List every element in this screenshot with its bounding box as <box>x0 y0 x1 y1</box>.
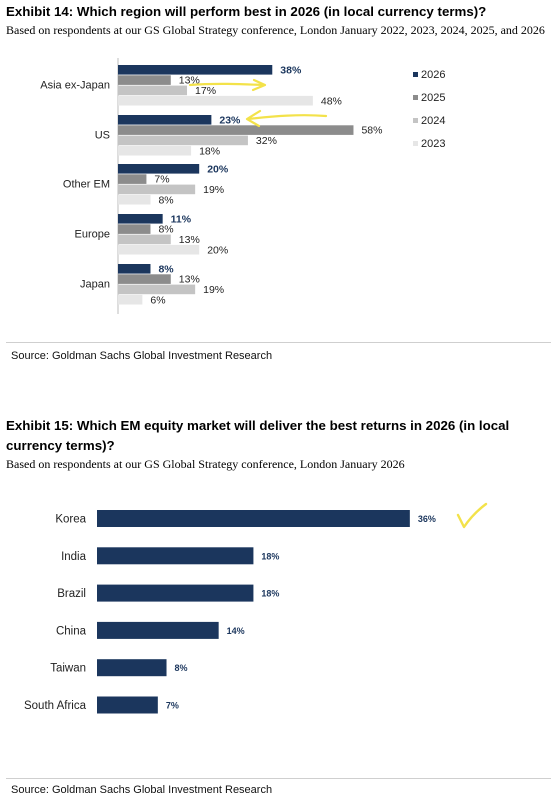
legend-label-2023: 2023 <box>421 138 445 150</box>
bar-2026-us <box>118 115 212 125</box>
category-label-india: India <box>61 551 87 563</box>
yellow-arrow-us <box>246 114 328 121</box>
category-label-other-em: Other EM <box>63 179 110 191</box>
legend-swatch-2023 <box>413 141 418 146</box>
yellow-arrow-asia-ex-japan-head <box>251 78 267 92</box>
bar-2023-us <box>118 145 192 156</box>
bar-brazil <box>97 584 254 602</box>
bar-2025-us <box>118 125 354 135</box>
bar-2026-europe <box>118 214 163 224</box>
bar-2026-other-em <box>118 164 200 174</box>
category-label-korea: Korea <box>55 514 86 526</box>
data-label-2026-asia-ex-japan: 38% <box>280 64 302 76</box>
legend-label-2026: 2026 <box>421 69 445 81</box>
legend-label-2024: 2024 <box>421 115 445 127</box>
category-label-asia-ex-japan: Asia ex-Japan <box>40 80 110 92</box>
em-market-chart: Korea 36% India 18% Brazil 18% China 14% Taiwan 8… <box>24 502 488 714</box>
category-label-south-africa: South Africa <box>24 700 87 712</box>
yellow-arrow-asia-ex-japan <box>188 82 265 87</box>
bar-korea <box>97 510 410 527</box>
data-label-brazil: 18% <box>261 589 279 599</box>
legend-label-2025: 2025 <box>421 92 445 104</box>
bar-2025-asia-ex-japan <box>118 75 171 85</box>
legend-swatch-2024 <box>413 118 418 123</box>
bar-2024-asia-ex-japan <box>118 85 188 96</box>
yellow-checkmark-korea <box>456 502 488 529</box>
data-label-2025-europe: 8% <box>158 224 173 236</box>
data-label-2023-japan: 6% <box>150 294 165 306</box>
data-label-india: 18% <box>261 551 279 561</box>
data-label-2025-other-em: 7% <box>154 174 169 186</box>
category-label-us: US <box>95 130 110 142</box>
data-label-2023-other-em: 8% <box>158 194 173 206</box>
exhibit14-title: Exhibit 14: Which region will perform be… <box>6 4 487 19</box>
bar-2024-us <box>118 135 248 146</box>
data-label-south-africa: 7% <box>166 701 179 711</box>
data-label-2026-japan: 8% <box>158 263 174 275</box>
data-label-taiwan: 8% <box>175 663 188 673</box>
bar-2023-asia-ex-japan <box>118 95 313 106</box>
category-label-taiwan: Taiwan <box>50 663 86 675</box>
category-label-europe: Europe <box>75 229 110 241</box>
data-label-korea: 36% <box>418 514 436 524</box>
data-label-2025-japan: 13% <box>179 274 200 286</box>
bar-2023-japan <box>118 294 143 305</box>
bar-2024-europe <box>118 234 171 245</box>
exhibit15-subtitle: Based on respondents at our GS Global St… <box>6 457 405 471</box>
exhibit15-title-line1: Exhibit 15: Which EM equity market will … <box>6 418 510 433</box>
legend-swatch-2025 <box>413 95 418 100</box>
category-label-japan: Japan <box>80 279 110 291</box>
bar-2026-japan <box>118 264 151 274</box>
divider <box>6 778 551 779</box>
data-label-2023-asia-ex-japan: 48% <box>321 95 342 107</box>
data-label-2024-other-em: 19% <box>203 184 224 196</box>
bar-2025-europe <box>118 224 151 234</box>
yellow-arrow-us-head <box>245 109 262 128</box>
bar-2023-other-em <box>118 194 151 205</box>
data-label-2026-other-em: 20% <box>207 163 229 175</box>
data-label-2024-asia-ex-japan: 17% <box>195 85 216 97</box>
exhibit14-subtitle: Based on respondents at our GS Global St… <box>6 23 545 37</box>
bar-2023-europe <box>118 244 200 255</box>
bar-india <box>97 547 254 565</box>
category-label-china: China <box>56 625 87 637</box>
bar-south-africa <box>97 696 158 714</box>
data-label-2025-us: 58% <box>361 125 382 137</box>
category-label-brazil: Brazil <box>57 588 86 600</box>
data-label-2023-europe: 20% <box>207 244 228 256</box>
legend-swatch-2026 <box>413 72 418 77</box>
bar-china <box>97 621 219 639</box>
region-chart: Asia ex-Japan 38% 13% 17% 48% US 23% 58% 32% 18% O… <box>40 58 445 314</box>
bar-2025-other-em <box>118 174 147 184</box>
bar-2026-asia-ex-japan <box>118 65 273 75</box>
data-label-2026-europe: 11% <box>171 213 192 225</box>
exhibit15-source: Source: Goldman Sachs Global Investment … <box>11 784 273 796</box>
bar-2025-japan <box>118 274 171 284</box>
data-label-2024-japan: 19% <box>203 284 224 296</box>
divider <box>6 342 551 343</box>
data-label-2023-us: 18% <box>199 145 220 157</box>
data-label-2026-us: 23% <box>219 114 241 126</box>
bar-taiwan <box>97 659 167 677</box>
exhibit14-source: Source: Goldman Sachs Global Investment … <box>11 350 273 362</box>
exhibit15-title-line2: currency terms)? <box>6 438 115 453</box>
data-label-2024-europe: 13% <box>179 234 200 246</box>
bar-2024-japan <box>118 284 196 295</box>
data-label-2024-us: 32% <box>256 135 277 147</box>
data-label-china: 14% <box>227 626 245 636</box>
bar-2024-other-em <box>118 184 196 195</box>
